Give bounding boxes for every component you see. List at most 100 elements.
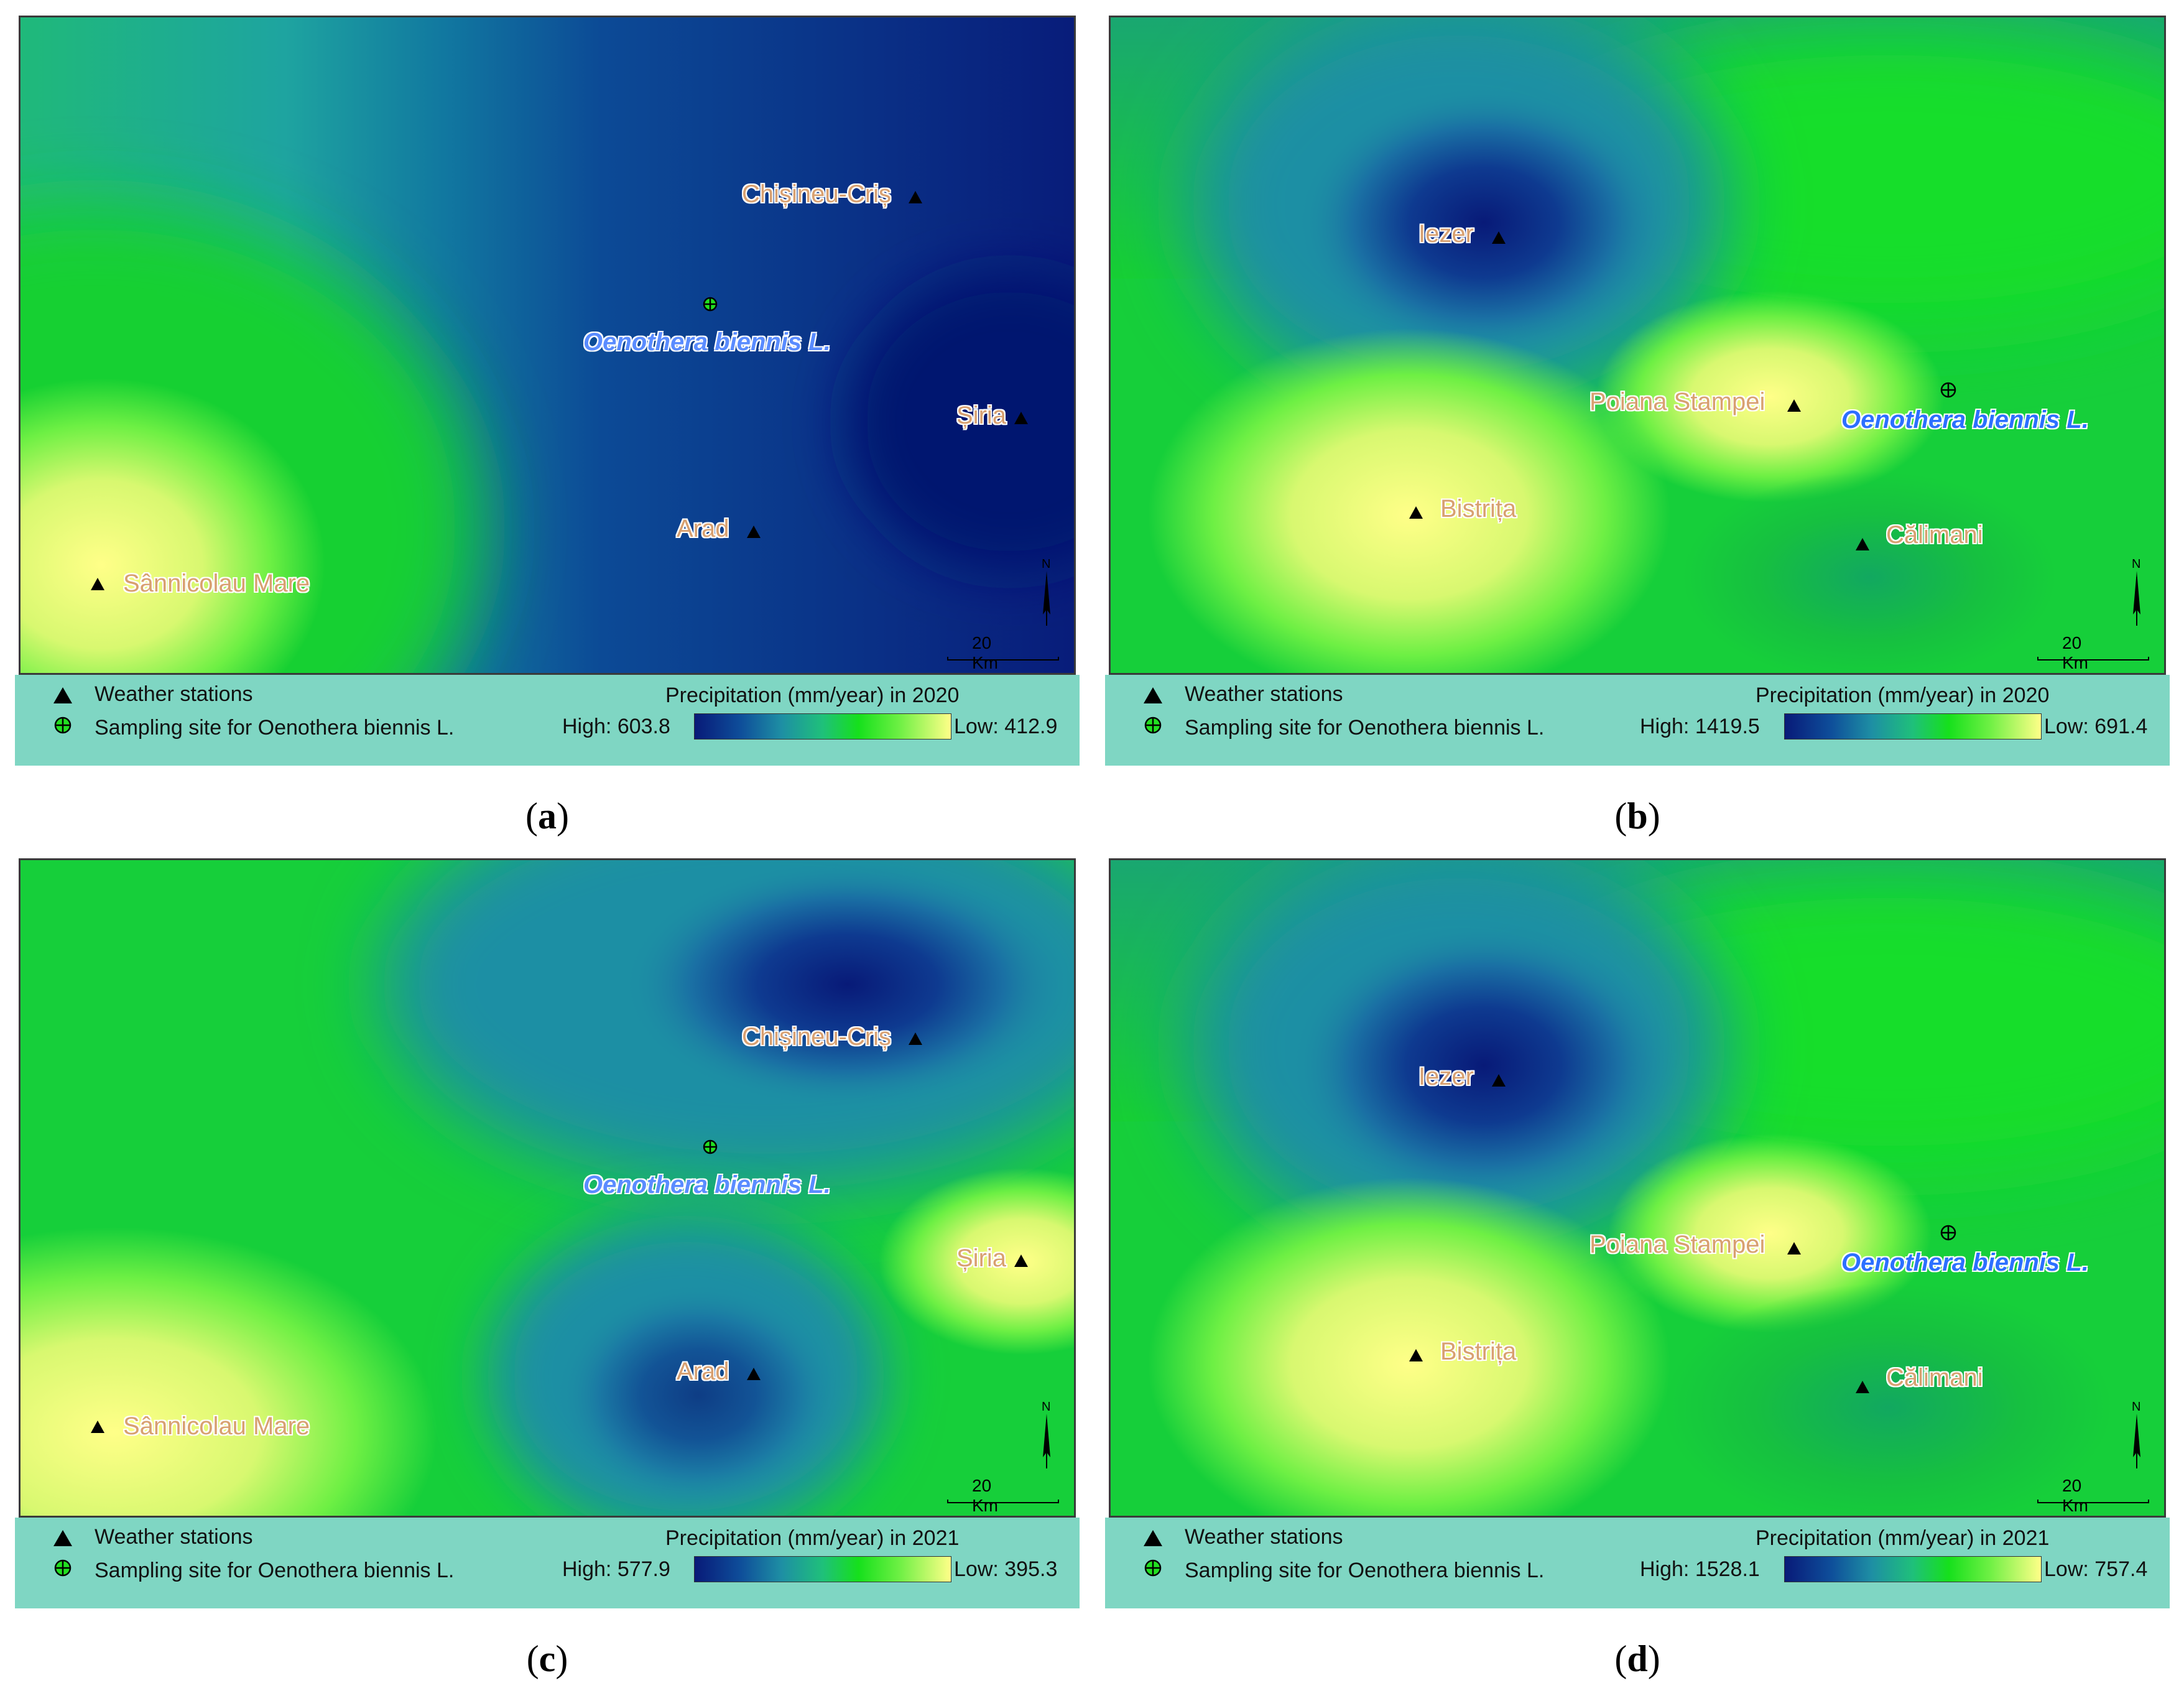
legend-site-label: Sampling site for Oenothera biennis L. bbox=[1185, 1559, 1545, 1582]
precipitation-map: Chișineu-Criș Șiria Arad Sânnicolau Mare… bbox=[19, 858, 1076, 1518]
legend-low: Low: 395.3 bbox=[954, 1557, 1058, 1581]
north-arrow-icon bbox=[1043, 1414, 1050, 1468]
north-arrow-icon bbox=[1043, 571, 1050, 626]
station-triangle-icon bbox=[1014, 412, 1028, 424]
station-label: Arad bbox=[677, 1358, 729, 1385]
station-triangle-icon bbox=[1014, 1254, 1028, 1267]
station-triangle-icon bbox=[1787, 1242, 1801, 1254]
station-label: Iezer bbox=[1418, 220, 1474, 248]
station-label: Sânnicolau Mare bbox=[123, 570, 310, 597]
map-legend: Weather stations Sampling site for Oenot… bbox=[15, 1518, 1080, 1608]
precipitation-surface bbox=[1111, 17, 2164, 673]
weather-station-icon bbox=[53, 687, 72, 703]
north-label: N bbox=[2132, 557, 2141, 571]
color-ramp bbox=[1784, 1556, 2042, 1582]
legend-stations-label: Weather stations bbox=[1185, 682, 1343, 706]
panel-d: Iezer Poiana Stampei Bistrița Călimani O… bbox=[1105, 858, 2170, 1686]
station-label: Călimani bbox=[1886, 1364, 1983, 1391]
legend-low: Low: 412.9 bbox=[954, 715, 1058, 738]
precipitation-map: Iezer Poiana Stampei Bistrița Călimani O… bbox=[1109, 16, 2166, 675]
north-label: N bbox=[2132, 1400, 2141, 1414]
sampling-site-icon bbox=[703, 297, 718, 312]
map-legend: Weather stations Sampling site for Oenot… bbox=[15, 675, 1080, 766]
map-legend: Weather stations Sampling site for Oenot… bbox=[1105, 1518, 2170, 1608]
station-label: Poiana Stampei bbox=[1589, 1231, 1765, 1258]
sampling-site-icon bbox=[1144, 1559, 1162, 1577]
station-triangle-icon bbox=[1856, 538, 1869, 550]
station-triangle-icon bbox=[909, 1032, 922, 1045]
sampling-site-label: Oenothera biennis L. bbox=[1841, 1249, 2089, 1276]
north-arrow-icon bbox=[2133, 1414, 2140, 1468]
station-label: Șiria bbox=[956, 1245, 1007, 1272]
legend-high: High: 603.8 bbox=[562, 715, 670, 738]
panel-caption: (d) bbox=[1614, 1638, 1660, 1679]
legend-title: Precipitation (mm/year) in 2021 bbox=[1756, 1526, 2050, 1550]
legend-stations-label: Weather stations bbox=[95, 682, 253, 706]
color-ramp bbox=[1784, 713, 2042, 740]
color-ramp bbox=[694, 1556, 951, 1582]
station-label: Șiria bbox=[956, 402, 1007, 429]
sampling-site-icon bbox=[1940, 1225, 1956, 1241]
station-label: Chișineu-Criș bbox=[742, 180, 892, 208]
precipitation-surface bbox=[1111, 860, 2164, 1516]
legend-high: High: 577.9 bbox=[562, 1557, 670, 1581]
legend-site-label: Sampling site for Oenothera biennis L. bbox=[95, 716, 455, 740]
station-label: Poiana Stampei bbox=[1589, 388, 1765, 415]
legend-stations-label: Weather stations bbox=[1185, 1525, 1343, 1549]
legend-title: Precipitation (mm/year) in 2020 bbox=[665, 684, 960, 707]
panel-b: Iezer Poiana Stampei Bistrița Călimani O… bbox=[1105, 16, 2170, 849]
panel-caption: (a) bbox=[525, 795, 569, 837]
legend-low: Low: 691.4 bbox=[2044, 715, 2148, 738]
sampling-site-icon bbox=[54, 1559, 72, 1577]
station-triangle-icon bbox=[1492, 1074, 1506, 1087]
station-triangle-icon bbox=[91, 578, 104, 590]
legend-title: Precipitation (mm/year) in 2020 bbox=[1756, 684, 2050, 707]
panel-a: Chișineu-Criș Șiria Arad Sânnicolau Mare… bbox=[15, 16, 1080, 849]
precipitation-map: Chișineu-Criș Șiria Arad Sânnicolau Mare… bbox=[19, 16, 1076, 675]
sampling-site-label: Oenothera biennis L. bbox=[583, 328, 831, 356]
legend-site-label: Sampling site for Oenothera biennis L. bbox=[95, 1559, 455, 1582]
scale-label: 20 Km bbox=[972, 1476, 998, 1515]
station-triangle-icon bbox=[1409, 1349, 1423, 1361]
north-arrow-icon bbox=[2133, 571, 2140, 626]
legend-title: Precipitation (mm/year) in 2021 bbox=[665, 1526, 960, 1550]
sampling-site-icon bbox=[703, 1139, 718, 1154]
station-triangle-icon bbox=[1787, 399, 1801, 412]
legend-site-label: Sampling site for Oenothera biennis L. bbox=[1185, 716, 1545, 740]
station-label: Bistrița bbox=[1440, 1338, 1517, 1365]
station-triangle-icon bbox=[909, 191, 922, 203]
weather-station-icon bbox=[1144, 687, 1162, 703]
precipitation-map: Iezer Poiana Stampei Bistrița Călimani O… bbox=[1109, 858, 2166, 1518]
station-label: Sânnicolau Mare bbox=[123, 1412, 310, 1440]
station-triangle-icon bbox=[1856, 1381, 1869, 1393]
sampling-site-label: Oenothera biennis L. bbox=[583, 1171, 831, 1199]
panel-c: Chișineu-Criș Șiria Arad Sânnicolau Mare… bbox=[15, 858, 1080, 1686]
station-triangle-icon bbox=[747, 526, 761, 538]
color-ramp bbox=[694, 713, 951, 740]
station-label: Iezer bbox=[1418, 1063, 1474, 1090]
sampling-site-icon bbox=[1144, 716, 1162, 734]
station-label: Călimani bbox=[1886, 521, 1983, 549]
station-triangle-icon bbox=[1492, 231, 1506, 244]
sampling-site-icon bbox=[54, 716, 72, 734]
north-label: N bbox=[1042, 557, 1051, 571]
panel-caption: (b) bbox=[1614, 795, 1660, 837]
panel-caption: (c) bbox=[526, 1638, 568, 1679]
scale-label: 20 Km bbox=[972, 633, 998, 672]
station-label: Chișineu-Criș bbox=[742, 1023, 892, 1050]
weather-station-icon bbox=[1144, 1530, 1162, 1546]
precipitation-surface bbox=[21, 17, 1074, 673]
scale-label: 20 Km bbox=[2062, 633, 2088, 672]
station-triangle-icon bbox=[91, 1421, 104, 1433]
legend-stations-label: Weather stations bbox=[95, 1525, 253, 1549]
sampling-site-label: Oenothera biennis L. bbox=[1841, 406, 2089, 434]
station-triangle-icon bbox=[1409, 506, 1423, 519]
legend-low: Low: 757.4 bbox=[2044, 1557, 2148, 1581]
precipitation-surface bbox=[21, 860, 1074, 1516]
sampling-site-icon bbox=[1940, 382, 1956, 398]
station-label: Arad bbox=[677, 515, 729, 542]
station-label: Bistrița bbox=[1440, 495, 1517, 522]
station-triangle-icon bbox=[747, 1368, 761, 1380]
legend-high: High: 1528.1 bbox=[1640, 1557, 1760, 1581]
weather-station-icon bbox=[53, 1530, 72, 1546]
